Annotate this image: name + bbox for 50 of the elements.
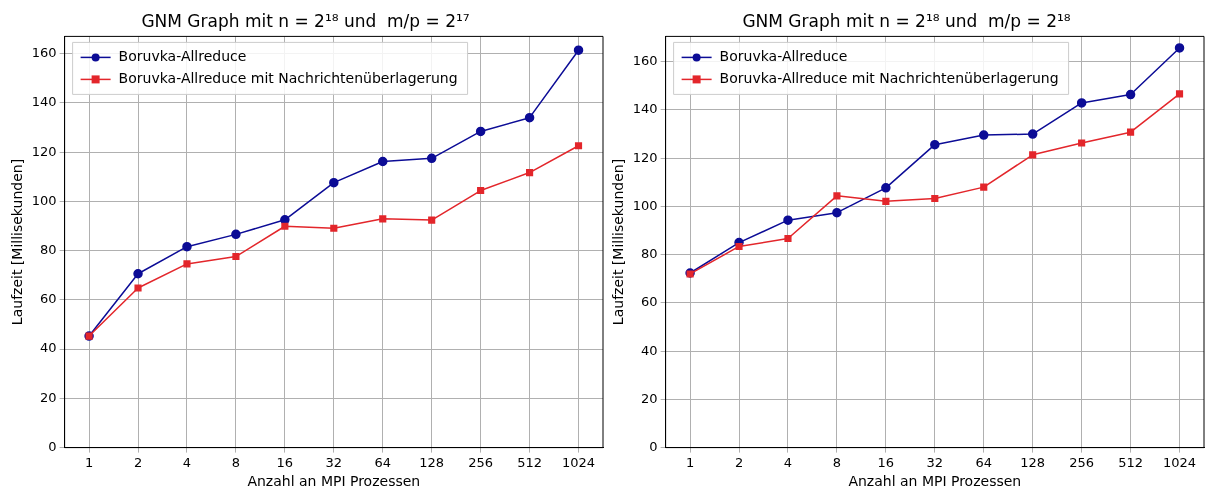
x-tick-label: 512 — [1118, 454, 1143, 470]
y-tick-label: 20 — [641, 390, 658, 406]
legend-label: Boruvka-Allreduce mit Nachrichtenüberlagerung — [719, 70, 1059, 87]
x-tick-label: 1024 — [1162, 454, 1197, 470]
y-tick-label: 80 — [641, 246, 658, 262]
legend-label: Boruvka-Allreduce — [719, 48, 848, 65]
x-tick-label: 8 — [231, 454, 241, 470]
chart-title: GNM Graph mit n = 2¹⁸ und m/p = 2¹⁸ — [742, 10, 1071, 31]
x-tick-label: 256 — [1069, 454, 1095, 470]
x-tick-label: 32 — [325, 454, 343, 470]
x-tick-label: 32 — [926, 454, 944, 470]
x-tick-label: 1 — [685, 454, 695, 470]
x-tick-label: 1024 — [561, 454, 596, 470]
x-tick-label: 64 — [975, 454, 993, 470]
y-tick-label: 0 — [48, 438, 57, 454]
y-tick-label: 160 — [31, 45, 57, 61]
x-tick-label: 4 — [182, 454, 192, 470]
y-tick-label: 60 — [641, 294, 658, 310]
y-tick-label: 120 — [31, 143, 57, 159]
y-tick-label: 40 — [641, 342, 658, 358]
y-tick-label: 100 — [31, 192, 57, 208]
x-tick-label: 16 — [877, 454, 895, 470]
legend-label: Boruvka-Allreduce mit Nachrichtenüberlagerung — [118, 70, 458, 87]
x-tick-label: 512 — [517, 454, 542, 470]
x-tick-label: 16 — [276, 454, 294, 470]
x-tick-label: 128 — [419, 454, 445, 470]
y-tick-label: 100 — [632, 197, 658, 213]
y-axis-title: Laufzeit [Millisekunden] — [9, 158, 26, 326]
x-axis-title: Anzahl an MPI Prozessen — [247, 473, 421, 490]
y-tick-label: 0 — [649, 438, 658, 454]
x-tick-label: 128 — [1020, 454, 1046, 470]
y-tick-label: 20 — [40, 389, 57, 405]
y-axis-title: Laufzeit [Millisekunden] — [610, 158, 627, 326]
legend-label: Boruvka-Allreduce — [118, 48, 247, 65]
x-tick-label: 64 — [374, 454, 392, 470]
x-tick-label: 1 — [84, 454, 94, 470]
x-tick-label: 2 — [734, 454, 744, 470]
y-tick-label: 120 — [632, 149, 658, 165]
x-tick-label: 2 — [133, 454, 143, 470]
y-tick-label: 40 — [40, 340, 57, 356]
y-tick-label: 60 — [40, 291, 57, 307]
chart-title: GNM Graph mit n = 2¹⁸ und m/p = 2¹⁷ — [141, 10, 470, 31]
x-axis-title: Anzahl an MPI Prozessen — [848, 473, 1022, 490]
x-tick-label: 4 — [783, 454, 793, 470]
x-tick-label: 256 — [468, 454, 494, 470]
y-tick-label: 80 — [40, 241, 57, 257]
y-tick-label: 140 — [632, 101, 658, 117]
y-tick-label: 140 — [31, 94, 57, 110]
y-tick-label: 160 — [632, 53, 658, 69]
x-tick-label: 8 — [832, 454, 842, 470]
